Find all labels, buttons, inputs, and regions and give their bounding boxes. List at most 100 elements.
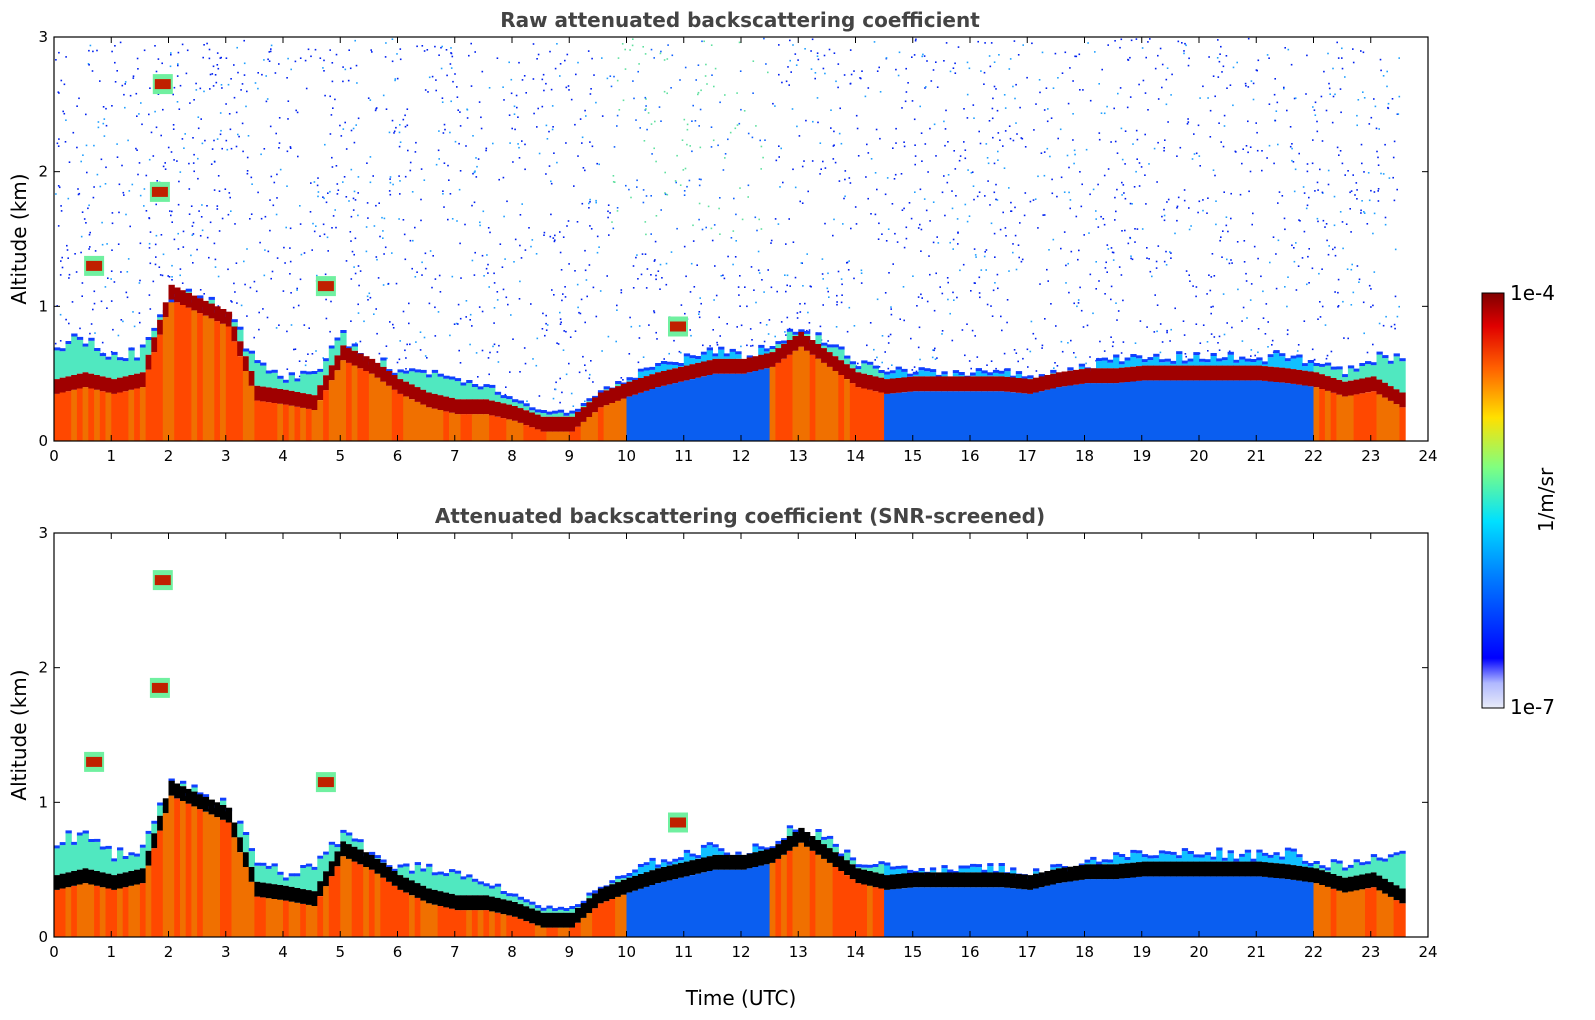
- surface-layer: [1033, 888, 1040, 937]
- noise-speckle: [1138, 83, 1140, 86]
- noise-speckle: [297, 155, 299, 158]
- profile-column: [471, 384, 479, 441]
- layer-edge: [351, 838, 358, 842]
- profile-column: [895, 865, 902, 937]
- noise-speckle: [1187, 118, 1189, 120]
- surface-layer: [609, 403, 616, 441]
- noise-speckle: [111, 105, 113, 107]
- noise-speckle: [67, 197, 70, 200]
- backscatter-peak: [1221, 365, 1229, 381]
- surface-layer: [328, 380, 336, 441]
- noise-speckle: [1068, 291, 1070, 294]
- noise-speckle: [434, 45, 436, 48]
- profile-column: [557, 409, 565, 441]
- noise-speckle: [160, 234, 163, 236]
- noise-speckle: [929, 127, 931, 130]
- noise-speckle: [715, 294, 718, 297]
- noise-speckle: [1352, 174, 1354, 176]
- transition-layer: [277, 378, 284, 389]
- backscatter-peak: [1250, 365, 1257, 381]
- backscatter-peak: [409, 384, 416, 400]
- noise-speckle: [654, 120, 656, 123]
- noise-speckle: [393, 132, 395, 134]
- noise-speckle: [1355, 182, 1358, 184]
- noise-speckle: [1239, 193, 1242, 196]
- noise-speckle: [465, 316, 467, 318]
- backscatter-peak: [454, 895, 462, 911]
- layer-edge: [889, 866, 897, 870]
- noise-speckle: [517, 116, 519, 118]
- noise-speckle: [365, 250, 368, 253]
- noise-speckle: [921, 297, 923, 299]
- noise-speckle: [545, 124, 548, 127]
- backscatter-peak: [202, 300, 210, 316]
- noise-speckle: [80, 251, 82, 254]
- backscatter-peak: [265, 387, 273, 403]
- noise-speckle: [515, 94, 518, 97]
- surface-layer: [151, 848, 158, 937]
- noise-speckle: [935, 155, 937, 157]
- noise-speckle: [131, 183, 134, 186]
- noise-speckle: [1072, 80, 1074, 82]
- noise-speckle: [303, 252, 306, 254]
- noise-speckle: [1358, 281, 1360, 283]
- noise-speckle: [141, 123, 143, 126]
- noise-speckle: [1139, 320, 1142, 322]
- noise-speckle: [1029, 200, 1032, 203]
- noise-speckle: [887, 342, 890, 344]
- noise-speckle: [169, 65, 172, 68]
- backscatter-peak: [878, 377, 885, 393]
- noise-speckle: [64, 141, 67, 143]
- noise-speckle: [1015, 83, 1017, 86]
- noise-speckle: [278, 324, 280, 326]
- noise-speckle: [1115, 210, 1117, 213]
- profile-column: [409, 870, 416, 937]
- noise-speckle: [1327, 52, 1329, 55]
- profile-column: [409, 368, 416, 441]
- transition-layer: [643, 865, 650, 873]
- layer-edge: [998, 863, 1005, 866]
- noise-speckle: [866, 143, 868, 146]
- surface-layer: [523, 425, 530, 441]
- noise-speckle: [266, 316, 269, 319]
- noise-speckle: [903, 207, 905, 210]
- noise-speckle: [978, 292, 981, 294]
- profile-column: [54, 347, 61, 441]
- noise-speckle: [167, 146, 170, 149]
- transition-layer: [1050, 867, 1057, 870]
- transition-layer: [94, 351, 101, 376]
- profile-column: [649, 366, 656, 441]
- transition-layer: [1101, 862, 1108, 865]
- noise-speckle: [876, 298, 879, 301]
- layer-edge: [317, 855, 324, 859]
- noise-speckle: [952, 67, 955, 69]
- noise-speckle: [1290, 63, 1293, 66]
- surface-layer: [363, 867, 370, 937]
- transition-layer: [929, 372, 937, 377]
- transition-layer: [786, 331, 794, 340]
- backscatter-peak: [1296, 865, 1303, 881]
- noise-speckle: [1292, 161, 1295, 163]
- transition-layer: [918, 370, 925, 377]
- noise-speckle: [420, 219, 422, 222]
- noise-speckle: [136, 115, 138, 117]
- x-tick-label: 2: [164, 447, 174, 465]
- noise-speckle: [405, 368, 407, 370]
- noise-speckle: [625, 184, 627, 187]
- profile-column: [185, 788, 192, 937]
- noise-speckle: [1080, 309, 1083, 312]
- backscatter-peak: [769, 848, 776, 863]
- layer-edge: [294, 873, 301, 877]
- noise-speckle: [1041, 344, 1044, 347]
- profile-column: [620, 875, 628, 937]
- profile-column: [1113, 852, 1120, 937]
- layer-edge: [672, 362, 679, 365]
- profile-column: [305, 863, 313, 937]
- y-tick-label: 3: [38, 28, 48, 46]
- noise-speckle: [719, 233, 721, 235]
- backscatter-peak: [403, 381, 410, 397]
- noise-speckle: [99, 80, 101, 82]
- surface-layer: [1284, 879, 1292, 937]
- profile-column: [1067, 367, 1074, 441]
- backscatter-peak: [494, 897, 502, 913]
